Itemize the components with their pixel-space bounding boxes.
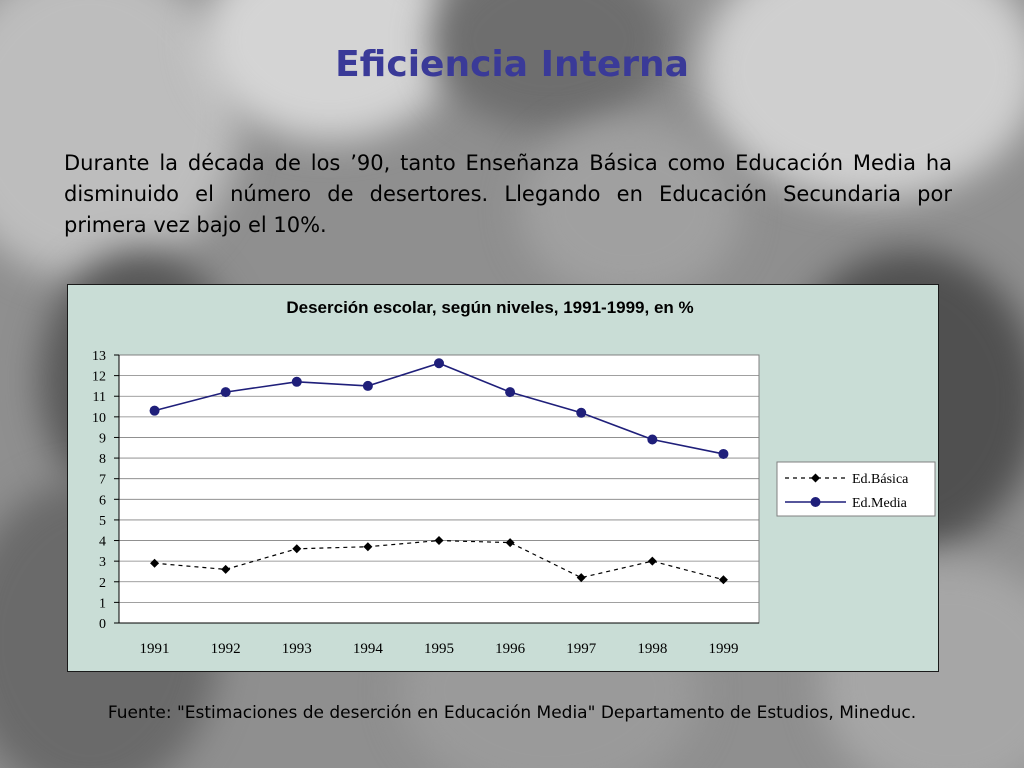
data-point-ed-b-sica [434, 536, 444, 546]
chart-container: Deserción escolar, según niveles, 1991-1… [67, 284, 939, 672]
legend-box [776, 461, 936, 517]
legend-basica-marker [811, 473, 820, 483]
data-series [149, 358, 729, 585]
y-tick-label: 5 [99, 514, 106, 529]
y-tick-label: 1 [99, 596, 106, 611]
data-point-ed-b-sica [292, 544, 302, 554]
x-tick-label: 1993 [282, 641, 312, 657]
y-tick-label: 8 [99, 452, 106, 467]
legend-media-label: Ed.Media [852, 496, 908, 511]
x-tick-label: 1994 [353, 641, 384, 657]
y-tick-label: 2 [99, 576, 106, 591]
y-tick-label: 13 [92, 349, 106, 364]
data-point-ed-media [149, 405, 160, 416]
data-point-ed-media [718, 448, 729, 459]
legend: Ed.Básica Ed.Media [776, 461, 936, 517]
chart-title: Deserción escolar, según niveles, 1991-1… [286, 298, 693, 317]
x-tick-label: 1996 [495, 641, 525, 657]
data-point-ed-b-sica [363, 542, 373, 552]
y-tick-label: 0 [99, 617, 106, 632]
data-point-ed-media [434, 358, 444, 369]
y-tick-label: 9 [99, 431, 106, 446]
y-tick-label: 4 [99, 535, 106, 550]
y-tick-label: 10 [92, 411, 106, 426]
legend-media-marker [810, 497, 821, 507]
data-point-ed-b-sica [150, 558, 160, 568]
slide-body-text: Durante la década de los ’90, tanto Ense… [64, 151, 952, 237]
slide-title: Eficiencia Interna [335, 44, 689, 85]
data-point-ed-media [362, 380, 373, 391]
data-point-ed-b-sica [647, 556, 657, 566]
data-point-ed-b-sica [718, 575, 728, 585]
data-point-ed-media [647, 434, 658, 445]
series-line-ed-b-sica [154, 539, 724, 581]
x-tick-label: 1997 [566, 641, 597, 657]
line-chart: Deserción escolar, según niveles, 1991-1… [92, 298, 936, 657]
data-point-ed-b-sica [505, 538, 515, 548]
plot-area [118, 354, 760, 624]
data-point-ed-media [291, 376, 302, 387]
y-tick-label: 6 [99, 493, 106, 508]
data-point-ed-media [220, 387, 231, 398]
data-point-ed-media [505, 387, 516, 398]
y-tick-label: 3 [99, 555, 106, 570]
y-tick-label: 12 [92, 370, 106, 385]
x-tick-label: 1998 [637, 641, 667, 657]
y-tick-label: 11 [93, 390, 106, 405]
x-axis: 1991 1992 1993 1994 1995 1996 1997 1998 1999 [119, 622, 759, 657]
x-tick-label: 1992 [211, 641, 241, 657]
y-tick-label: 7 [99, 473, 106, 488]
legend-basica-label: Ed.Básica [852, 472, 909, 487]
source-citation: Fuente: "Estimaciones de deserción en Ed… [107, 703, 917, 723]
x-tick-label: 1999 [708, 641, 738, 657]
x-tick-label: 1995 [424, 641, 454, 657]
data-point-ed-b-sica [221, 564, 231, 574]
data-point-ed-media [576, 407, 587, 418]
data-point-ed-b-sica [576, 573, 586, 583]
x-tick-label: 1991 [140, 641, 170, 657]
